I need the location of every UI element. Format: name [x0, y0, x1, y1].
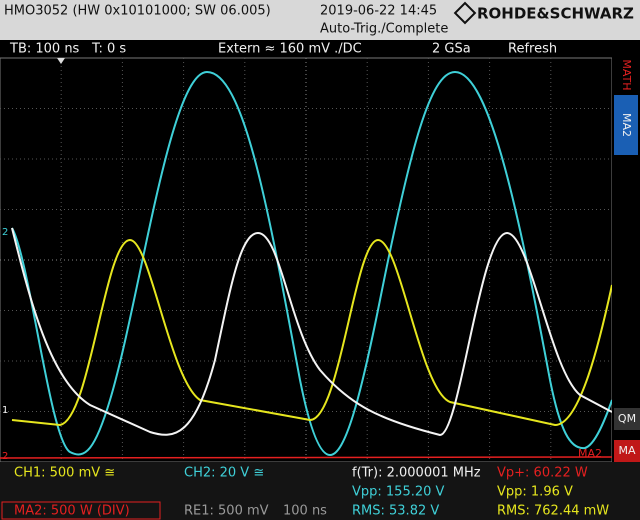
brand: ROHDE&SCHWARZ [477, 5, 634, 23]
acquire-mode[interactable]: Refresh [508, 42, 557, 57]
qm-button-bg[interactable] [614, 408, 640, 430]
ma-button-bg[interactable] [614, 440, 640, 462]
math-rms: RMS: 762.44 mW [497, 504, 609, 519]
trigger-status: Auto-Trig./Complete [320, 22, 448, 37]
frequency: f(Tr): 2.000001 MHz [352, 466, 481, 481]
math-marker: 2 [2, 451, 8, 462]
ma2-box[interactable] [1, 501, 161, 520]
trigger-time[interactable]: T: 0 s [91, 42, 126, 57]
ch2-trace [11, 70, 613, 457]
ch2-rms: RMS: 53.82 V [352, 504, 439, 519]
re1-timebase: 100 ns [283, 504, 327, 519]
menu-math[interactable]: MATH [620, 59, 633, 90]
header-bar [0, 0, 640, 40]
menu-ma2[interactable]: MA2 [620, 113, 633, 137]
math-trace [0, 456, 613, 459]
qm-button[interactable]: QM [618, 412, 636, 425]
ma-button[interactable]: MA [618, 444, 635, 457]
ch2-vpp: Vpp: 155.20 V [352, 485, 445, 500]
timebase[interactable]: TB: 100 ns [9, 42, 80, 57]
trigger-source[interactable]: Extern ≈ 160 mV ./DC [218, 42, 362, 57]
math-peak: Vp+: 60.22 W [497, 466, 588, 481]
device-id: HMO3052 (HW 0x10101000; SW 06.005) [4, 4, 271, 19]
readout-bar [0, 462, 640, 520]
ch1-setting[interactable]: CH1: 500 mV ≅ [14, 466, 115, 481]
sample-rate[interactable]: 2 GSa [432, 42, 471, 57]
ch1-vpp: Vpp: 1.96 V [497, 485, 573, 500]
ma2-setting[interactable]: MA2: 500 W (DIV) [14, 504, 130, 519]
menu-ma2-bg[interactable] [614, 95, 638, 155]
datetime: 2019-06-22 14:45 [320, 4, 437, 19]
logo-mark [453, 1, 477, 25]
brand-logo: ROHDE&SCHWARZ [453, 1, 634, 25]
trigger-position-marker [57, 58, 65, 64]
settings-bar [0, 40, 612, 58]
grid [0, 58, 612, 462]
math-label: MA2 [578, 447, 602, 460]
ch1-marker: 1 [2, 405, 8, 416]
ref-trace [11, 227, 613, 437]
re1-setting[interactable]: RE1: 500 mV [184, 504, 269, 519]
ch2-marker: 2 [2, 227, 8, 238]
ch1-trace [11, 238, 613, 427]
ch2-setting[interactable]: CH2: 20 V ≅ [184, 466, 264, 481]
